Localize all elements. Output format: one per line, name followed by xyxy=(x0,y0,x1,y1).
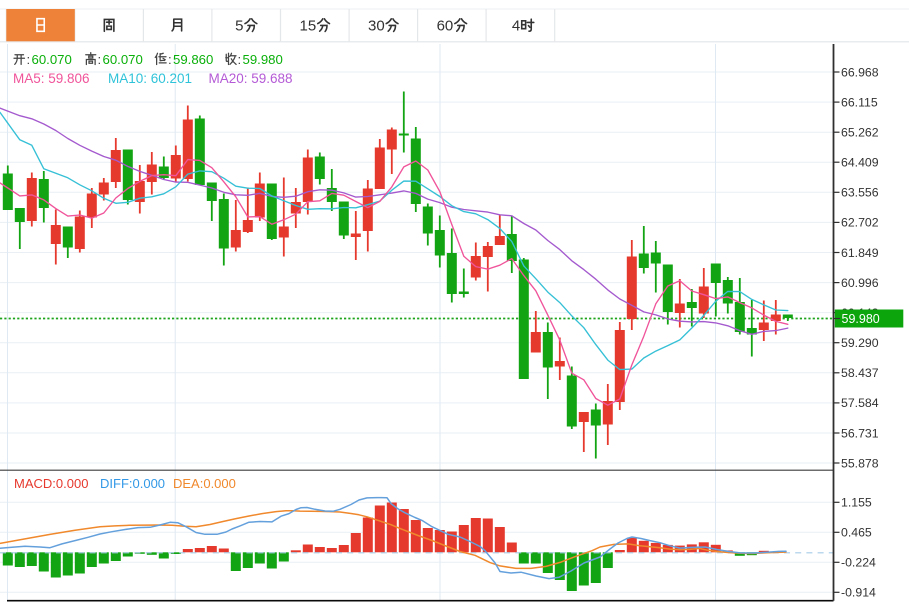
svg-text:DIFF:0.000: DIFF:0.000 xyxy=(100,476,165,491)
svg-text:58.437: 58.437 xyxy=(841,366,879,380)
svg-text:57.584: 57.584 xyxy=(841,396,879,410)
svg-text:61.849: 61.849 xyxy=(841,246,879,260)
svg-text:66.968: 66.968 xyxy=(841,65,879,79)
svg-text:15: 15 xyxy=(300,18,317,35)
svg-text:1.155: 1.155 xyxy=(841,496,872,510)
svg-text:60.070: 60.070 xyxy=(32,52,72,67)
svg-text:63.556: 63.556 xyxy=(841,186,879,200)
svg-text:MA5: 59.806: MA5: 59.806 xyxy=(13,71,90,86)
svg-text:59.290: 59.290 xyxy=(841,336,879,350)
svg-text:MA10: 60.201: MA10: 60.201 xyxy=(108,71,192,86)
svg-text:5: 5 xyxy=(235,18,243,35)
svg-text:59.980: 59.980 xyxy=(842,312,880,326)
svg-text:4: 4 xyxy=(512,18,520,35)
svg-text:MACD:0.000: MACD:0.000 xyxy=(14,476,88,491)
svg-text:-0.914: -0.914 xyxy=(841,586,876,600)
svg-text::: : xyxy=(27,52,31,67)
svg-text:-0.224: -0.224 xyxy=(841,556,876,570)
svg-text::: : xyxy=(98,52,102,67)
svg-text:59.860: 59.860 xyxy=(173,52,213,67)
svg-text:56.731: 56.731 xyxy=(841,426,879,440)
svg-text::: : xyxy=(168,52,172,67)
svg-text:60: 60 xyxy=(437,18,454,35)
svg-text:62.702: 62.702 xyxy=(841,216,879,230)
svg-text:65.262: 65.262 xyxy=(841,126,879,140)
svg-text:55.878: 55.878 xyxy=(841,456,879,470)
svg-text:66.115: 66.115 xyxy=(841,95,878,109)
svg-text:MA20: 59.688: MA20: 59.688 xyxy=(209,71,293,86)
svg-text:59.980: 59.980 xyxy=(243,52,283,67)
svg-text:0.465: 0.465 xyxy=(841,526,872,540)
svg-text:60.996: 60.996 xyxy=(841,276,879,290)
svg-text:60.070: 60.070 xyxy=(103,52,143,67)
svg-text::: : xyxy=(238,52,242,67)
svg-text:30: 30 xyxy=(368,18,385,35)
svg-text:64.409: 64.409 xyxy=(841,156,879,170)
svg-text:DEA:0.000: DEA:0.000 xyxy=(173,476,236,491)
